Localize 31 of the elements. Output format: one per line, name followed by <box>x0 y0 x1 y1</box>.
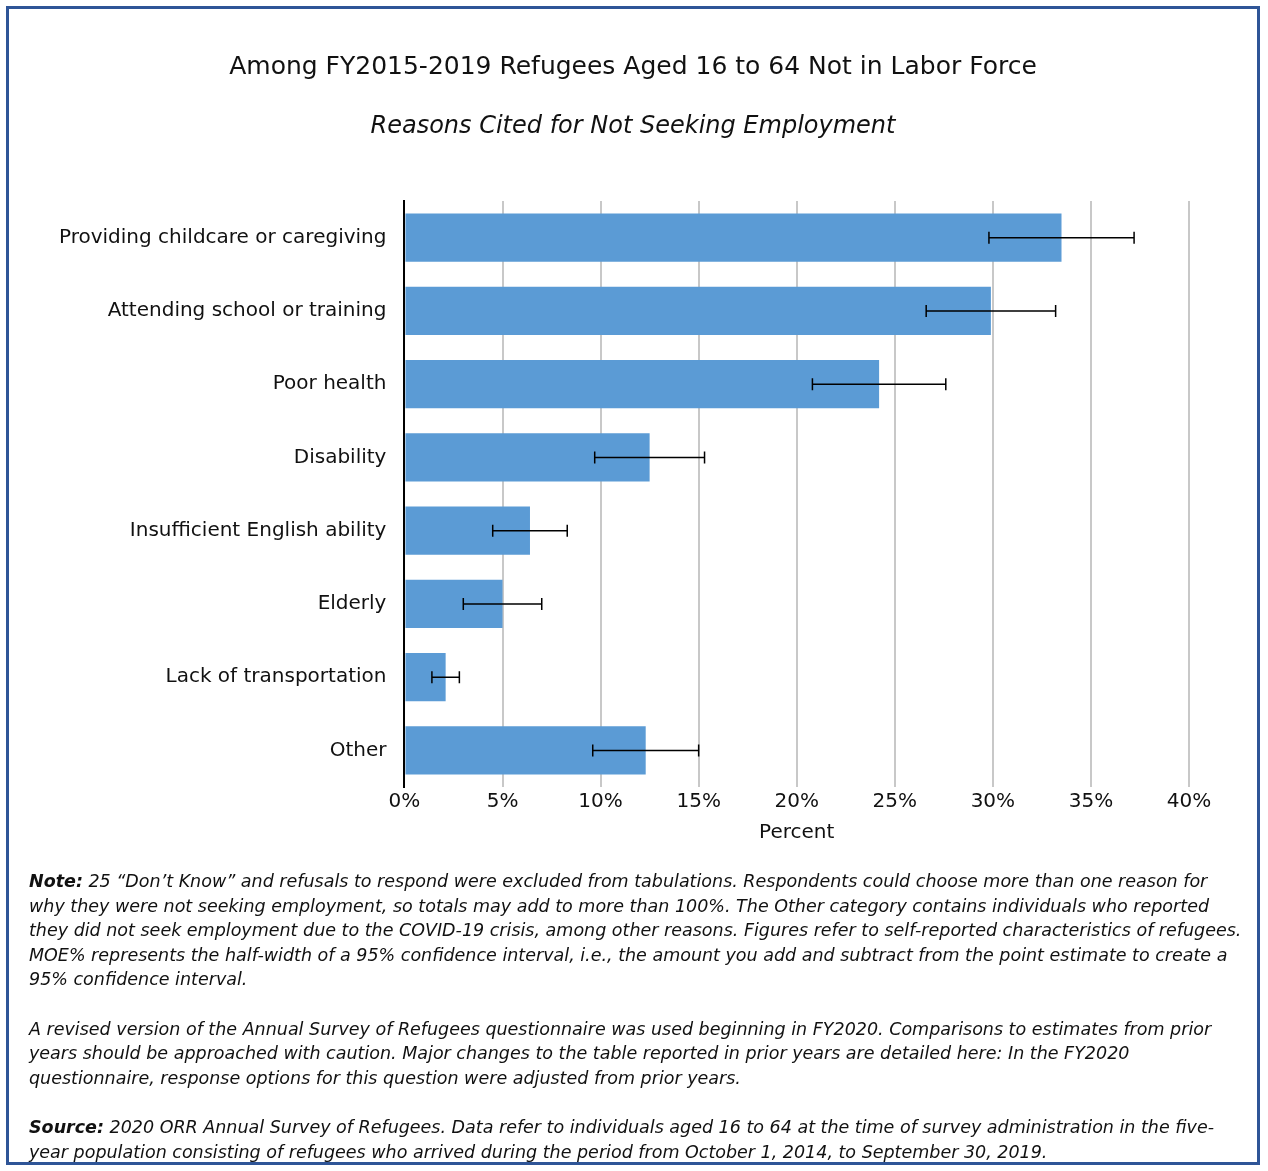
bar <box>405 506 530 555</box>
y-tick-label: Other <box>329 736 388 761</box>
bar <box>405 286 991 336</box>
source-note: Source: 2020 ORR Annual Survey of Refugees. Data refer to individuals aged 16 to 64 at the time of survey administration in the five-year population consisting of refugees who arrived during the period from October 1, 2014, to September 30, 2019. <box>29 1116 1216 1164</box>
y-tick-label: Poor health <box>272 370 387 395</box>
y-tick-label: Providing childcare or caregiving <box>59 223 387 248</box>
x-tick-label: 10% <box>578 788 623 813</box>
x-tick-label: 20% <box>774 788 819 813</box>
x-tick-label: 30% <box>970 788 1016 813</box>
text: A revised version of the Annual Survey of Refugees questionnaire was used beginning in FY2020. Comparisons to estimates from prior years should be approached with caution. Major changes to the table reported in prior years are detailed here: In the FY2020 questionnaire, response options for this question were adjusted from prior years. <box>29 1017 1213 1090</box>
y-tick-label: Elderly <box>317 590 387 615</box>
x-axis-title: Percent <box>759 819 835 844</box>
x-tick-label: 40% <box>1166 788 1212 813</box>
x-tick-label: 0% <box>388 788 421 813</box>
bar <box>405 726 646 775</box>
x-tick-label: 5% <box>486 788 519 813</box>
bar <box>405 433 650 482</box>
chart-title: Among FY2015-2019 Refugees Aged 16 to 64 Not in Labor Force <box>228 51 1038 80</box>
y-tick-label: Lack of transportation <box>165 663 387 688</box>
text: Note: 25 “Don’t Know” and refusals to respond were excluded from tabulations. Respondents could choose more than one reason for why they were not seeking employment, so totals may add to more than 100%. The Other category contains individuals who reported they did not seek employment due to the COVID-19 crisis, among other reasons. Figures refer to self-reported characteristics of refugees. MOE% represents the half-width of a 95% confidence interval, i.e., the amount you add and subtract from the point estimate to create a 95% confidence interval. <box>29 870 1243 991</box>
chart-subtitle: Reasons Cited for Not Seeking Employment <box>369 111 897 139</box>
x-tick-label: 25% <box>872 788 918 813</box>
bar <box>405 652 446 702</box>
bar <box>405 579 503 629</box>
bar <box>405 359 880 409</box>
x-tick-label: 15% <box>676 788 721 813</box>
bar <box>405 213 1062 262</box>
y-tick-label: Disability <box>293 443 387 468</box>
y-tick-label: Insufficient English ability <box>129 516 387 541</box>
x-tick-label: 35% <box>1068 788 1114 813</box>
y-tick-label: Attending school or training <box>107 297 387 322</box>
